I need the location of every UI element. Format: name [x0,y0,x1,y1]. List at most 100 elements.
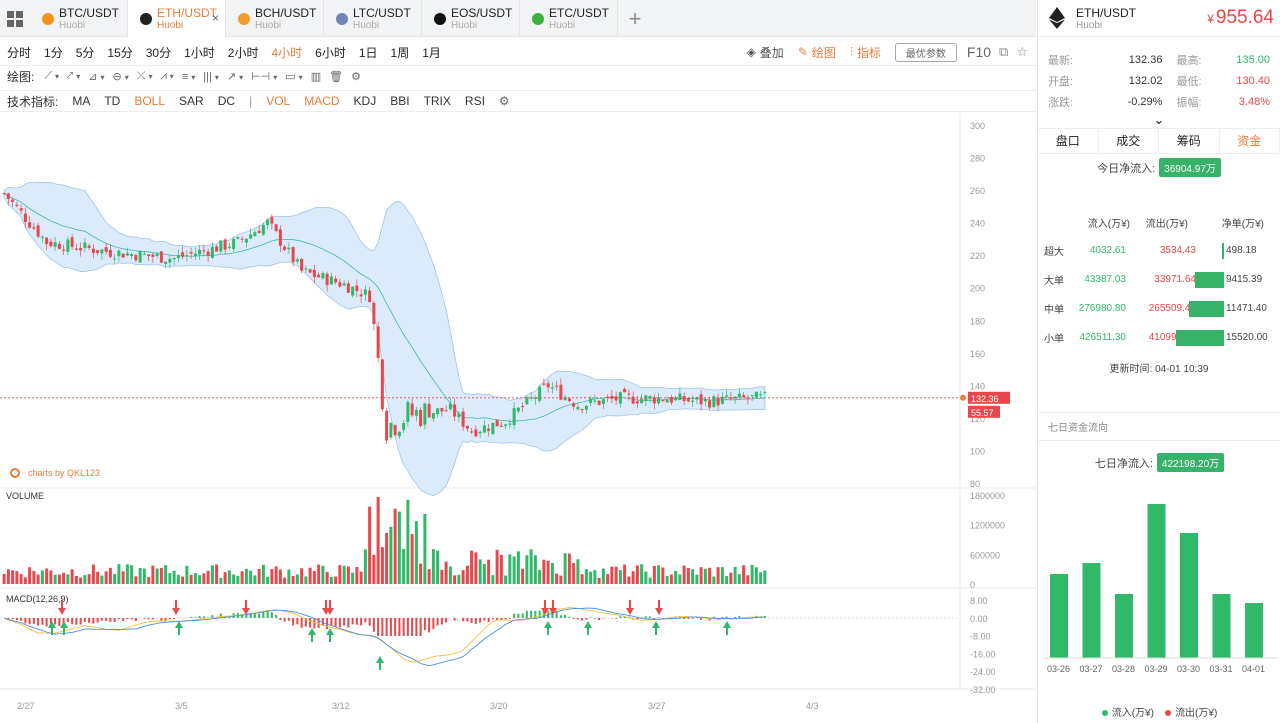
period-7[interactable]: 4小时 [271,45,303,60]
volume-bar [28,567,32,584]
right-tab-0[interactable]: 盘口 [1038,129,1099,153]
candle-body [185,255,189,257]
tab-pair: ETC/USDT [549,5,609,20]
trash-icon[interactable]: 🗑 [329,71,344,83]
indicator-td[interactable]: TD [104,94,121,108]
flow-in: 426511.30 [1079,332,1126,343]
volume-bar [304,576,308,584]
indicator-dc[interactable]: DC [217,94,236,108]
candle-body [193,253,197,257]
candle-body [96,250,100,254]
low-value: 130.40 [1236,74,1270,87]
tab-btc-usdt[interactable]: BTC/USDT Huobi [30,0,128,37]
indicator-settings-icon[interactable]: ⚙ [498,94,510,108]
candle-body [325,273,329,286]
channel-tool-icon[interactable]: ⊿ ▾ [88,71,105,83]
period-0[interactable]: 分时 [7,45,32,60]
draw-button[interactable]: ✎ 绘图 [798,44,836,61]
indicator-trix[interactable]: TRIX [423,94,451,108]
tab-eth-usdt[interactable]: ETH/USDT Huobi × [128,0,226,37]
candle-body [121,253,125,258]
right-tab-1[interactable]: 成交 [1099,129,1159,153]
tab-bch-usdt[interactable]: BCH/USDT Huobi [226,0,324,37]
chevron-down-icon[interactable]: ⌄ [1153,112,1165,127]
ticker-header: ETH/USDT Huobi ¥955.64 [1038,0,1280,37]
indicator-sar[interactable]: SAR [179,94,204,108]
indicator-vol[interactable]: VOL [266,94,291,108]
indicator-button[interactable]: ⫶ 指标 [850,44,881,61]
candle-body [508,423,512,425]
fullscreen-icon[interactable]: ⧉ [999,44,1009,59]
macd-histogram-bar [100,618,103,621]
period-1[interactable]: 1分 [44,45,63,60]
flow-row: 大单 43387.03 33971.64 9415.39 [1038,265,1280,294]
f10-button[interactable]: F10 [966,44,992,60]
candle-body [385,410,389,441]
candle-body [283,246,287,250]
price-chart[interactable]: 300 280 260 240 220 200 180 160 140 120 100 80 2/27 3… [0,113,1036,723]
candle-body [287,247,291,250]
best-params-button[interactable]: 最优参数 [894,42,957,62]
note-tool-icon[interactable]: ▭ ▾ [285,71,303,83]
volume-tick-label: 1200000 [970,521,1005,531]
macd-histogram-bar [623,616,626,618]
volume-tick-label: 0 [970,580,975,590]
shape-tool-icon[interactable]: ⊖ ▾ [112,71,129,83]
range-tool-icon[interactable]: ⊢⊣ ▾ [251,71,278,83]
period-3[interactable]: 15分 [107,45,133,60]
indicator-bbi[interactable]: BBI [390,94,410,108]
bars-tool-icon[interactable]: ▥ [310,71,322,83]
fib-tool-icon[interactable]: ≡ ▾ [181,70,196,83]
volume-bar [253,575,257,584]
cross-tool-icon[interactable]: ⤫ ▾ [136,70,153,82]
low-label: 最低: [1176,75,1202,88]
close-tab-icon[interactable]: × [211,11,219,25]
ray-tool-icon[interactable]: ⤤ ▾ [67,70,81,82]
candle-body [499,425,503,427]
indicator-macd[interactable]: MACD [304,94,340,108]
volume-bar [440,569,444,584]
period-11[interactable]: 1月 [422,45,441,60]
volume-bar [606,574,610,584]
tab-etc-usdt[interactable]: ETC/USDT Huobi [520,0,618,37]
line-tool-icon[interactable]: ⟋ ▾ [44,70,60,82]
period-5[interactable]: 1小时 [184,45,215,60]
add-tab-button[interactable]: + [628,5,642,31]
tab-eos-usdt[interactable]: EOS/USDT Huobi [422,0,520,37]
right-tab-2[interactable]: 筹码 [1159,129,1220,153]
star-icon[interactable]: ☆ [1016,44,1028,59]
candle-body [563,396,567,401]
settings-tool-icon[interactable]: ⚙ [351,71,361,83]
sell-signal-stem [329,600,331,608]
indicator-kdj[interactable]: KDJ [353,94,377,108]
tab-exchange: Huobi [59,19,86,31]
candle-body [635,401,639,404]
gann-tool-icon[interactable]: ||| ▾ [203,70,219,83]
period-4[interactable]: 30分 [145,45,172,60]
period-2[interactable]: 5分 [75,45,95,60]
change-label: 涨跌: [1048,96,1074,109]
macd-histogram-bar [117,618,120,619]
candle-body [40,236,44,238]
arrow-tool-icon[interactable]: ↗ ▾ [226,71,244,83]
candle-body [57,243,61,249]
macd-histogram-bar [66,618,69,623]
macd-histogram-bar [168,618,171,620]
overlay-button[interactable]: ◈ 叠加 [747,44,784,61]
period-8[interactable]: 6小时 [315,45,346,60]
volume-bar [563,553,567,584]
period-10[interactable]: 1周 [390,45,410,60]
period-9[interactable]: 1日 [358,45,378,60]
pattern-tool-icon[interactable]: ⩘ ▾ [160,70,174,82]
indicator-boll[interactable]: BOLL [134,94,166,108]
indicator-rsi[interactable]: RSI [464,94,485,108]
period-6[interactable]: 2小时 [227,45,259,60]
macd-histogram-bar [483,618,486,621]
grid-menu-icon[interactable] [0,0,30,37]
amp-value: 3.48% [1238,95,1270,108]
right-tab-3[interactable]: 资金 [1220,129,1280,153]
volume-bar [91,564,95,584]
candle-body [329,276,333,285]
indicator-ma[interactable]: MA [72,94,91,108]
tab-ltc-usdt[interactable]: LTC/USDT Huobi [324,0,422,37]
